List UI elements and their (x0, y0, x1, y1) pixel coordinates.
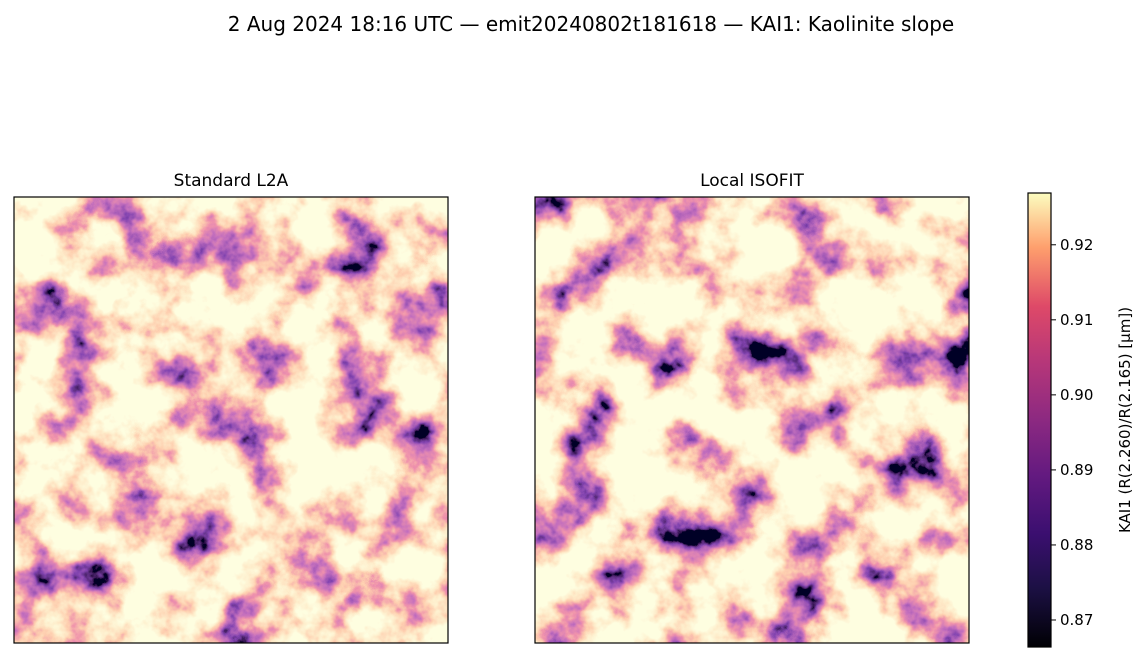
panel-title: Standard L2A (174, 171, 289, 191)
colorbar-tick-label: 0.90 (1060, 386, 1093, 404)
colorbar-label: KAI1 (R(2.260)/R(2.165) [µm]) (1116, 307, 1134, 533)
colorbar-gradient (1028, 193, 1051, 647)
panel-frame (534, 196, 970, 644)
colorbar-tick-label: 0.92 (1060, 236, 1093, 254)
panel-title: Local ISOFIT (700, 171, 804, 191)
colorbar-tick-label: 0.88 (1060, 536, 1093, 554)
figure-title: 2 Aug 2024 18:16 UTC — emit20240802t1816… (228, 12, 954, 36)
image-panel (14, 197, 448, 643)
image-panel (535, 197, 969, 643)
panel-frame (13, 196, 449, 644)
colorbar-tick-label: 0.87 (1060, 611, 1093, 629)
colorbar-tick-label: 0.89 (1060, 461, 1093, 479)
colorbar-frame (1027, 192, 1052, 648)
colorbar-tick-label: 0.91 (1060, 311, 1093, 329)
